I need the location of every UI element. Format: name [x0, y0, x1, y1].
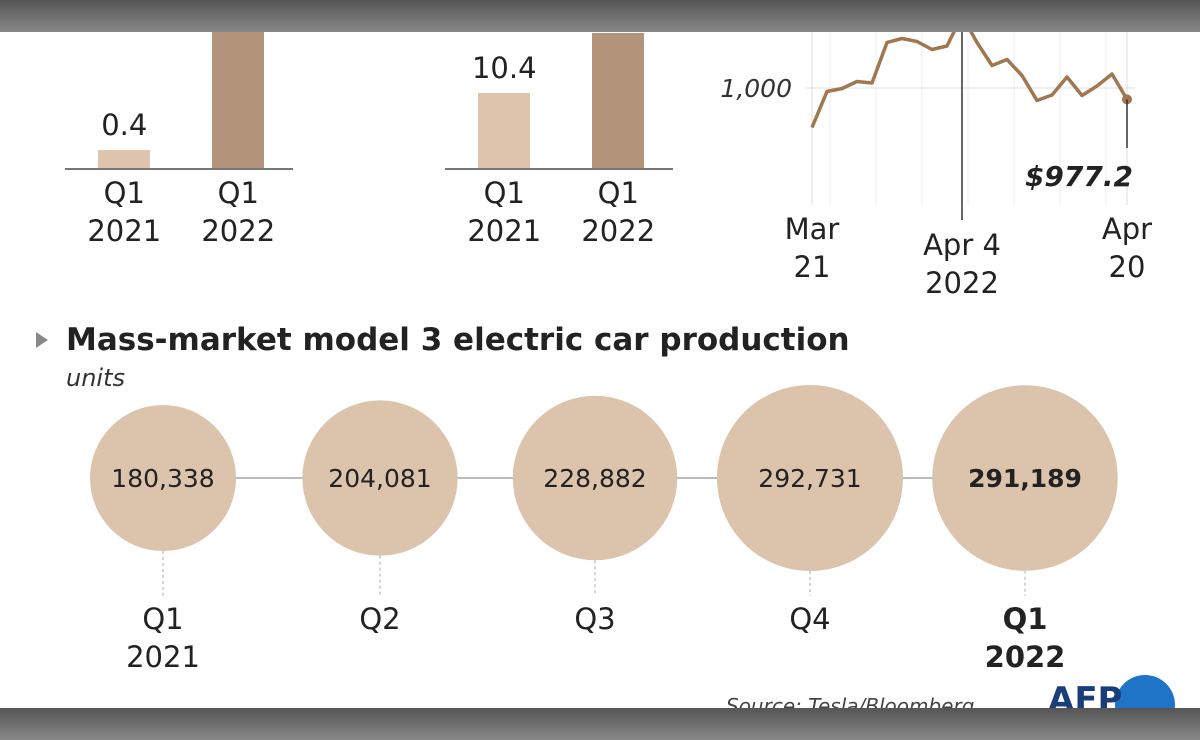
x-tick-label: Q1 2021 — [467, 176, 542, 248]
bottom-crop-band — [0, 708, 1200, 740]
value-label: 291,189 — [968, 464, 1082, 493]
bubble — [717, 385, 903, 571]
bar — [592, 32, 645, 168]
value-label: 0.4 — [101, 108, 148, 142]
x-tick-label: Q1 2022 — [984, 602, 1066, 674]
title-marker — [36, 332, 48, 348]
x-tick-label: Apr 4 2022 — [923, 228, 1001, 300]
x-tick-label: Q4 — [789, 602, 831, 636]
axis-line — [445, 168, 673, 170]
chart-title: Mass-market model 3 electric car product… — [66, 322, 850, 358]
x-tick-label: Q3 — [574, 602, 616, 636]
bubble — [932, 385, 1118, 571]
bubble — [90, 405, 236, 551]
bar — [98, 150, 151, 168]
value-label: 10.4 — [471, 51, 537, 86]
y-tick-label: 1,000 — [720, 74, 792, 103]
x-tick-label: Q2 — [359, 602, 401, 636]
top-crop-band — [0, 0, 1200, 32]
x-tick-label: Apr 20 — [1101, 212, 1153, 284]
value-label: 228,882 — [543, 464, 646, 493]
bar — [478, 93, 531, 168]
bubble — [512, 395, 678, 561]
value-label: $977.2 — [1025, 160, 1133, 193]
x-tick-label: Mar 21 — [784, 212, 840, 284]
value-label: 292,731 — [758, 464, 861, 493]
value-label: 204,081 — [328, 464, 431, 493]
x-tick-label: Q1 2021 — [87, 176, 162, 248]
x-tick-label: Q1 2021 — [126, 602, 200, 674]
x-tick-label: Q1 2022 — [201, 176, 276, 248]
chart-subtitle: units — [66, 364, 126, 392]
value-label: 180,338 — [111, 464, 214, 493]
bar — [212, 19, 265, 168]
axis-line — [65, 168, 293, 170]
x-tick-label: Q1 2022 — [581, 176, 656, 248]
bubble — [302, 400, 458, 556]
